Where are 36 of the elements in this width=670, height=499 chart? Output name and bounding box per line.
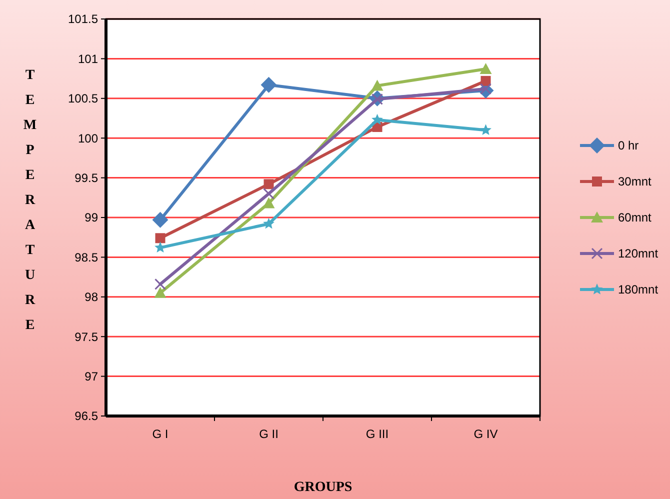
x-axis-title: GROUPS: [294, 480, 352, 495]
legend-label: 30mnt: [618, 174, 652, 189]
y-tick-label: 97.5: [74, 330, 98, 344]
legend-label: 60mnt: [618, 210, 652, 225]
point: [480, 76, 491, 86]
y-tick-label: 97: [84, 370, 98, 384]
y-tick-label: 99.5: [74, 171, 98, 185]
text: TEMPERATURE: [23, 68, 37, 333]
y-tick-label: 101: [78, 52, 98, 66]
y-tick-label: 100: [78, 131, 98, 146]
point: [263, 188, 274, 200]
point: [263, 218, 274, 229]
point: [480, 63, 492, 74]
point: [372, 114, 383, 125]
y-tick-label: 100.5: [68, 92, 98, 106]
point: [154, 286, 166, 298]
y-tick-label: 101.5: [68, 12, 98, 26]
x-tick-label: G II: [259, 427, 278, 441]
point: [480, 83, 492, 95]
x-tick-label: G III: [366, 427, 389, 441]
y-tick-label: 96.5: [74, 409, 98, 424]
point: [155, 233, 166, 244]
point: [371, 80, 384, 91]
x-tick-label: G I: [152, 427, 168, 441]
y-tick-label: 98.5: [74, 250, 98, 264]
point: [264, 179, 274, 190]
point: [480, 124, 492, 136]
y-tick-label: 98: [84, 290, 98, 304]
y-tick-label: 99: [84, 210, 98, 225]
point: [260, 76, 277, 93]
legend-label: 0 hr: [618, 138, 639, 153]
legend-label: 120mnt: [618, 246, 659, 261]
x-tick-label: G IV: [474, 427, 498, 441]
point: [152, 212, 168, 228]
point: [154, 278, 166, 290]
legend-label: 180mnt: [618, 282, 659, 297]
